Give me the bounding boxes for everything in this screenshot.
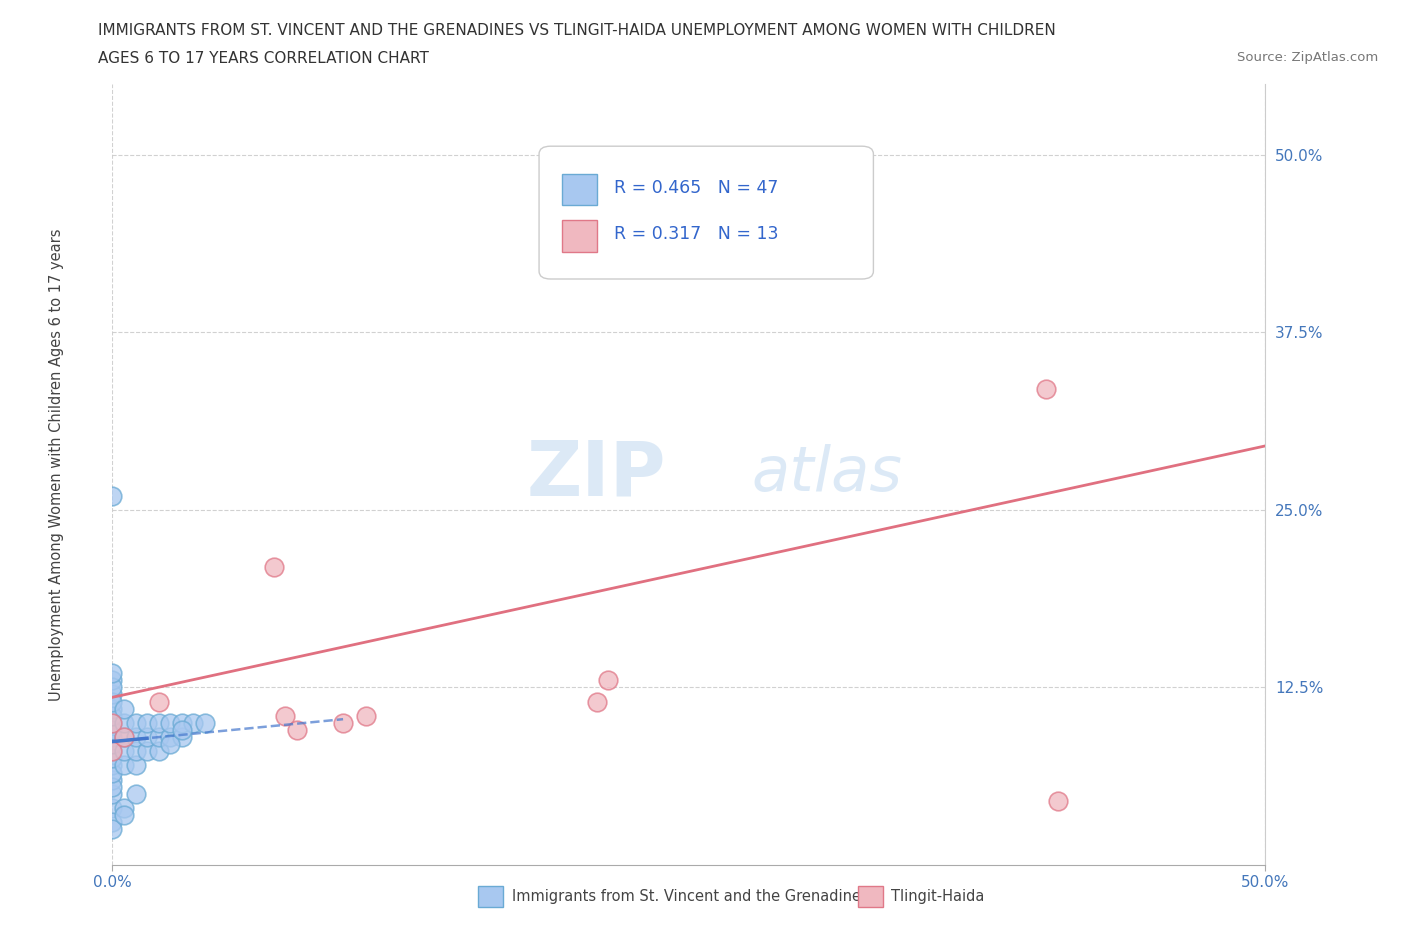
Point <box>101 751 124 765</box>
Point <box>274 709 297 724</box>
Point <box>124 715 146 730</box>
Point <box>194 715 217 730</box>
Point <box>112 758 135 773</box>
Point <box>598 672 620 687</box>
Point <box>101 687 124 702</box>
Point <box>332 715 354 730</box>
FancyBboxPatch shape <box>562 220 596 252</box>
Point <box>101 672 124 687</box>
Point <box>101 715 124 730</box>
Point <box>101 787 124 802</box>
Point <box>170 723 193 737</box>
Point <box>170 715 193 730</box>
Point <box>112 701 135 716</box>
Text: Source: ZipAtlas.com: Source: ZipAtlas.com <box>1237 51 1378 64</box>
Point <box>124 744 146 759</box>
FancyBboxPatch shape <box>538 146 873 279</box>
Text: IMMIGRANTS FROM ST. VINCENT AND THE GRENADINES VS TLINGIT-HAIDA UNEMPLOYMENT AMO: IMMIGRANTS FROM ST. VINCENT AND THE GREN… <box>98 23 1056 38</box>
Point <box>136 715 159 730</box>
Point <box>112 730 135 745</box>
Point <box>159 715 181 730</box>
Point <box>136 730 159 745</box>
Point <box>101 701 124 716</box>
Point <box>124 787 146 802</box>
Point <box>285 723 308 737</box>
Point <box>159 737 181 751</box>
Point <box>112 715 135 730</box>
Text: Immigrants from St. Vincent and the Grenadines: Immigrants from St. Vincent and the Gren… <box>512 889 869 904</box>
Point <box>585 694 607 709</box>
Point <box>101 488 124 503</box>
Point <box>101 765 124 780</box>
Point <box>101 680 124 695</box>
Point <box>101 694 124 709</box>
Point <box>148 715 170 730</box>
Point <box>263 559 285 574</box>
Point <box>148 694 170 709</box>
Point <box>101 772 124 787</box>
Point <box>101 758 124 773</box>
Text: Unemployment Among Women with Children Ages 6 to 17 years: Unemployment Among Women with Children A… <box>49 229 63 701</box>
Point <box>1035 381 1057 396</box>
Point <box>124 730 146 745</box>
Point <box>101 737 124 751</box>
Point <box>124 758 146 773</box>
Point <box>101 723 124 737</box>
Text: Tlingit-Haida: Tlingit-Haida <box>891 889 984 904</box>
Point <box>181 715 204 730</box>
Point <box>148 744 170 759</box>
FancyBboxPatch shape <box>562 174 596 205</box>
Point <box>101 779 124 794</box>
Point <box>136 744 159 759</box>
Point <box>354 709 377 724</box>
Point <box>101 730 124 745</box>
Point <box>170 730 193 745</box>
Point <box>101 801 124 816</box>
Point <box>159 730 181 745</box>
Point <box>101 744 124 759</box>
Point <box>112 808 135 823</box>
Point <box>112 744 135 759</box>
Point <box>101 744 124 759</box>
Point <box>148 730 170 745</box>
Point <box>101 666 124 681</box>
Text: R = 0.317   N = 13: R = 0.317 N = 13 <box>614 225 779 244</box>
Point <box>112 730 135 745</box>
Text: atlas: atlas <box>752 445 903 504</box>
Point <box>101 822 124 837</box>
Text: ZIP: ZIP <box>527 437 666 512</box>
Point <box>112 801 135 816</box>
Point <box>101 815 124 830</box>
Text: AGES 6 TO 17 YEARS CORRELATION CHART: AGES 6 TO 17 YEARS CORRELATION CHART <box>98 51 429 66</box>
Point <box>101 715 124 730</box>
Point <box>101 709 124 724</box>
Text: R = 0.465   N = 47: R = 0.465 N = 47 <box>614 179 779 196</box>
Point <box>1046 793 1069 808</box>
